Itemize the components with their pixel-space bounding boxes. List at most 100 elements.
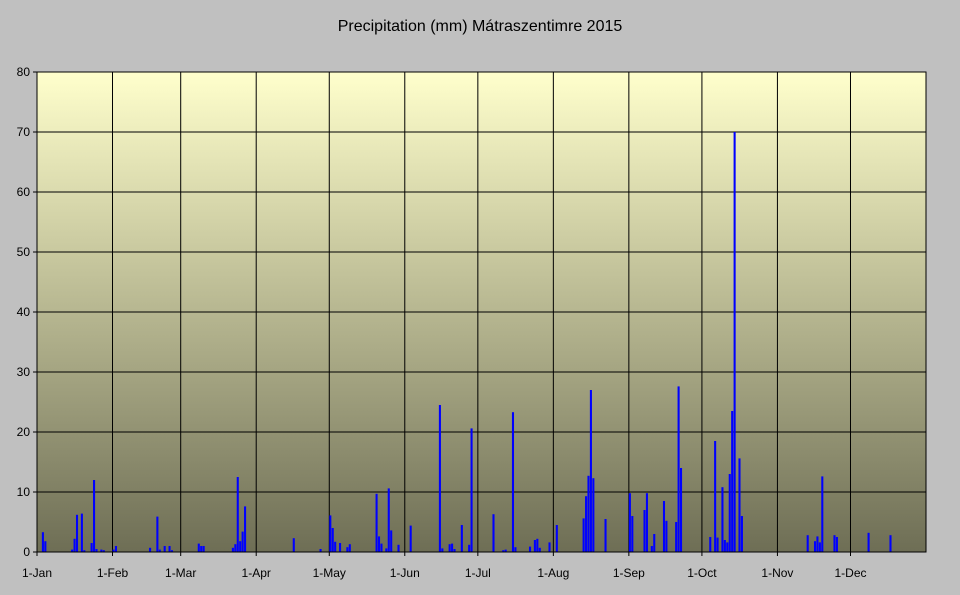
precipitation-bar — [331, 528, 334, 552]
precipitation-bar — [645, 493, 648, 552]
precipitation-bar — [451, 543, 454, 552]
bar-series — [41, 132, 892, 552]
precipitation-bar — [665, 520, 668, 552]
precipitation-bar — [653, 534, 656, 552]
precipitation-bar — [585, 496, 588, 552]
precipitation-bar — [329, 515, 332, 552]
precipitation-bar — [334, 541, 337, 552]
precipitation-bar — [292, 538, 295, 552]
precipitation-bar — [438, 405, 441, 552]
x-tick-label: 1-Jul — [465, 566, 491, 580]
precipitation-bar — [375, 493, 378, 552]
precipitation-bar — [867, 532, 870, 552]
precipitation-bar — [71, 549, 74, 552]
y-tick-label: 70 — [17, 125, 31, 139]
precipitation-bar — [548, 542, 551, 552]
precipitation-bar — [582, 518, 585, 552]
precipitation-bar — [409, 525, 412, 552]
precipitation-bar — [738, 458, 741, 552]
precipitation-bar — [339, 543, 342, 552]
precipitation-bar — [514, 547, 517, 552]
precipitation-bar — [643, 510, 646, 552]
x-tick-label: 1-Apr — [242, 566, 271, 580]
precipitation-bar — [241, 531, 244, 552]
precipitation-bar — [163, 546, 166, 552]
precipitation-bar — [733, 132, 736, 552]
y-tick-label: 40 — [17, 305, 31, 319]
y-axis-ticks: 0 10 20 30 40 50 60 70 80 — [17, 65, 37, 559]
precipitation-bar — [721, 487, 724, 552]
precipitation-bar — [589, 390, 592, 552]
x-tick-label: 1-Nov — [761, 566, 793, 580]
precipitation-bar — [723, 540, 726, 552]
precipitation-bar — [818, 542, 821, 552]
precipitation-bar — [714, 441, 717, 552]
x-tick-label: 1-Jan — [22, 566, 52, 580]
precipitation-bar — [538, 547, 541, 552]
precipitation-bar — [95, 549, 98, 552]
chart-title: Precipitation (mm) Mátraszentimre 2015 — [338, 18, 623, 35]
precipitation-bar — [377, 536, 381, 552]
precipitation-bar — [83, 550, 86, 552]
precipitation-bar — [726, 542, 729, 552]
y-tick-label: 10 — [17, 485, 31, 499]
precipitation-bar — [380, 543, 383, 552]
precipitation-bar — [197, 543, 200, 552]
y-tick-label: 80 — [17, 65, 31, 79]
x-axis-ticks: 1-Jan 1-Feb 1-Mar 1-Apr 1-May 1-Jun 1-Jul 1-Aug… — [22, 552, 867, 580]
precipitation-bar — [90, 543, 93, 552]
x-tick-label: 1-Feb — [97, 566, 129, 580]
precipitation-bar — [80, 513, 83, 552]
x-tick-label: 1-Oct — [687, 566, 717, 580]
precipitation-bar — [816, 536, 819, 552]
precipitation-bar — [555, 525, 558, 552]
precipitation-bar — [200, 546, 203, 552]
precipitation-bar — [677, 386, 680, 552]
precipitation-bar — [728, 474, 731, 552]
x-tick-label: 1-Sep — [613, 566, 645, 580]
precipitation-bar — [170, 550, 174, 552]
precipitation-bar — [502, 550, 505, 552]
precipitation-bar — [236, 477, 239, 552]
precipitation-bar — [675, 522, 678, 552]
precipitation-bar — [202, 546, 205, 552]
precipitation-bar — [511, 412, 515, 552]
precipitation-bar — [346, 547, 349, 552]
precipitation-bar — [889, 535, 892, 552]
precipitation-bar — [453, 549, 456, 552]
precipitation-bar — [504, 549, 507, 552]
precipitation-bar — [680, 468, 683, 552]
precipitation-bar — [441, 548, 444, 552]
precipitation-bar — [662, 501, 666, 552]
precipitation-bar — [833, 535, 836, 552]
precipitation-bar — [650, 546, 653, 552]
precipitation-bar — [709, 537, 712, 552]
precipitation-bar — [806, 535, 809, 552]
precipitation-bar — [587, 475, 590, 552]
precipitation-bar — [387, 488, 390, 552]
precipitation-bar — [158, 549, 161, 552]
precipitation-bar — [492, 514, 495, 552]
x-tick-label: 1-Mar — [165, 566, 196, 580]
precipitation-bar — [536, 538, 539, 552]
precipitation-bar — [533, 540, 536, 552]
precipitation-bar — [168, 546, 171, 552]
precipitation-bar — [716, 537, 719, 552]
x-tick-label: 1-May — [313, 566, 346, 580]
precipitation-bar — [112, 549, 115, 552]
precipitation-bar — [234, 544, 237, 552]
precipitation-bar — [75, 514, 79, 552]
y-tick-label: 30 — [17, 365, 31, 379]
precipitation-bar — [102, 550, 105, 552]
precipitation-bar — [731, 411, 734, 552]
x-tick-label: 1-Dec — [834, 566, 866, 580]
precipitation-bar — [821, 476, 824, 552]
precipitation-bar — [528, 546, 532, 552]
precipitation-bar — [348, 544, 351, 552]
x-tick-label: 1-Jun — [390, 566, 420, 580]
precipitation-bar — [239, 541, 242, 552]
y-tick-label: 50 — [17, 245, 31, 259]
precipitation-bar — [460, 525, 463, 552]
precipitation-bar — [813, 541, 817, 552]
